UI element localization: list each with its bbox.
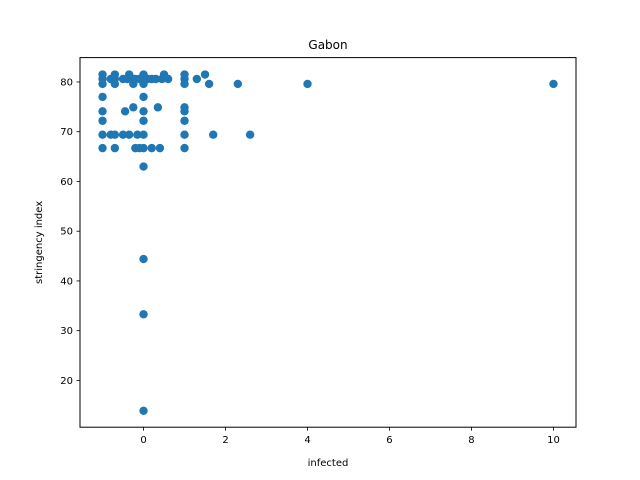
y-tick-label: 80 (60, 77, 73, 88)
data-point (98, 107, 107, 116)
data-point (139, 162, 148, 171)
data-point (98, 143, 107, 153)
data-point (180, 79, 189, 89)
data-point (98, 92, 107, 102)
y-tick-label: 40 (60, 276, 73, 287)
data-point (124, 130, 134, 139)
x-axis-ticks: 0 2 4 6 8 10 (140, 427, 560, 446)
y-axis-label: stringency index (34, 201, 45, 284)
data-point (155, 143, 165, 153)
plot-area-frame (79, 57, 577, 428)
data-point (153, 103, 163, 112)
x-tick-label: 0 (140, 435, 146, 446)
data-point (209, 130, 218, 139)
data-point (549, 79, 558, 89)
data-point (139, 116, 148, 125)
data-point (204, 79, 214, 89)
chart-title: Gabon (308, 38, 347, 52)
points-layer (98, 70, 558, 415)
data-point (98, 79, 107, 89)
data-point (98, 116, 107, 125)
data-point (163, 74, 173, 84)
y-tick-label: 50 (60, 227, 73, 238)
data-point (139, 107, 148, 116)
y-tick-label: 30 (60, 326, 73, 337)
data-point (139, 92, 148, 102)
data-point (151, 74, 161, 84)
data-point (139, 254, 148, 264)
data-point (180, 143, 189, 153)
x-tick-label: 8 (468, 435, 474, 446)
data-point (120, 107, 130, 116)
x-tick-label: 6 (386, 435, 392, 446)
data-point (192, 74, 202, 84)
data-point (245, 130, 255, 139)
data-point (303, 79, 312, 89)
data-point (180, 116, 189, 125)
data-point (139, 406, 148, 415)
x-tick-label: 4 (304, 435, 310, 446)
data-point (118, 130, 128, 139)
data-point (98, 130, 107, 139)
y-axis-ticks: 20 30 40 50 60 70 80 (60, 77, 80, 387)
data-point (139, 310, 148, 319)
y-tick-label: 70 (60, 127, 73, 138)
y-tick-label: 20 (60, 376, 73, 387)
data-point (133, 130, 142, 139)
data-point (180, 107, 189, 116)
data-point (233, 79, 243, 89)
data-point (110, 130, 120, 139)
y-tick-label: 60 (60, 177, 73, 188)
data-point (200, 70, 210, 79)
data-point (180, 130, 189, 139)
data-point (139, 130, 148, 139)
x-axis-label: infected (308, 458, 349, 469)
x-tick-label: 2 (222, 435, 228, 446)
data-point (147, 143, 156, 153)
x-tick-label: 10 (547, 435, 560, 446)
data-point (110, 79, 120, 89)
data-point (129, 103, 138, 112)
data-point (139, 143, 148, 153)
data-point (110, 143, 120, 153)
